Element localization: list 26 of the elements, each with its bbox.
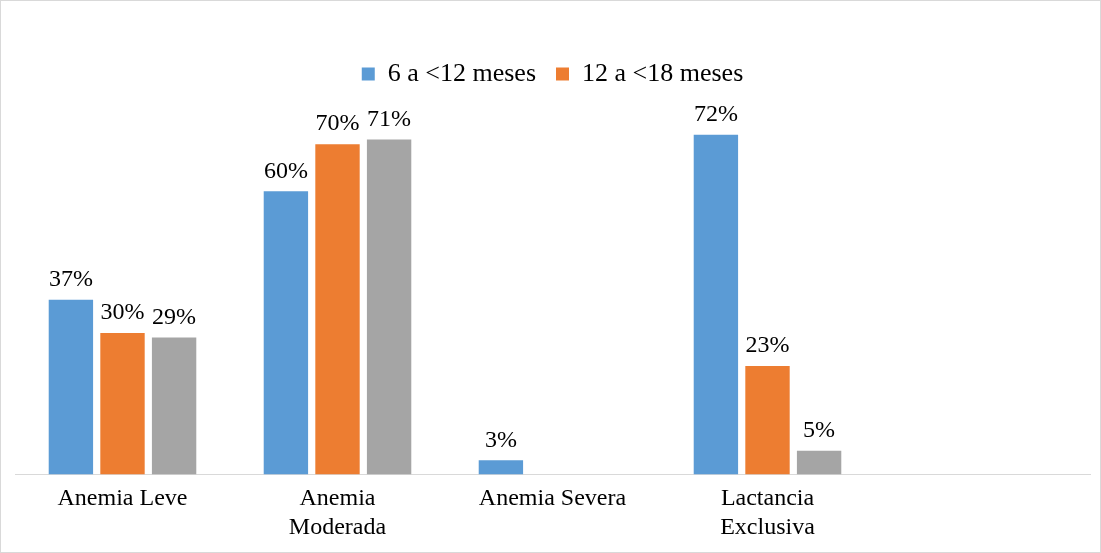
bar (100, 332, 145, 475)
bar (478, 460, 524, 475)
bar (263, 191, 309, 475)
data-label: 23% (745, 331, 790, 358)
data-label: 70% (315, 109, 360, 136)
bar (48, 299, 94, 475)
data-label: 37% (48, 265, 93, 292)
data-label: 30% (100, 298, 145, 325)
bar (315, 144, 360, 475)
bar (366, 139, 412, 475)
bar (151, 337, 197, 475)
legend-label: 6 a <12 meses (387, 57, 537, 87)
data-label: 72% (693, 100, 738, 127)
legend-label: 12 a <18 meses (582, 57, 744, 87)
data-label: 29% (152, 302, 197, 329)
bar (796, 450, 842, 475)
x-tick-label: Anemia Leve (57, 484, 188, 511)
bar (693, 134, 739, 475)
data-label: 3% (484, 425, 517, 452)
x-tick-label: Lactancia Exclusiva (720, 484, 816, 539)
x-tick-label: Anemia Severa (478, 484, 627, 511)
bar (745, 365, 790, 475)
x-tick-label: Anemia Moderada (288, 484, 387, 539)
data-label: 71% (367, 104, 412, 131)
data-label: 5% (803, 416, 836, 443)
data-label: 60% (263, 156, 308, 183)
